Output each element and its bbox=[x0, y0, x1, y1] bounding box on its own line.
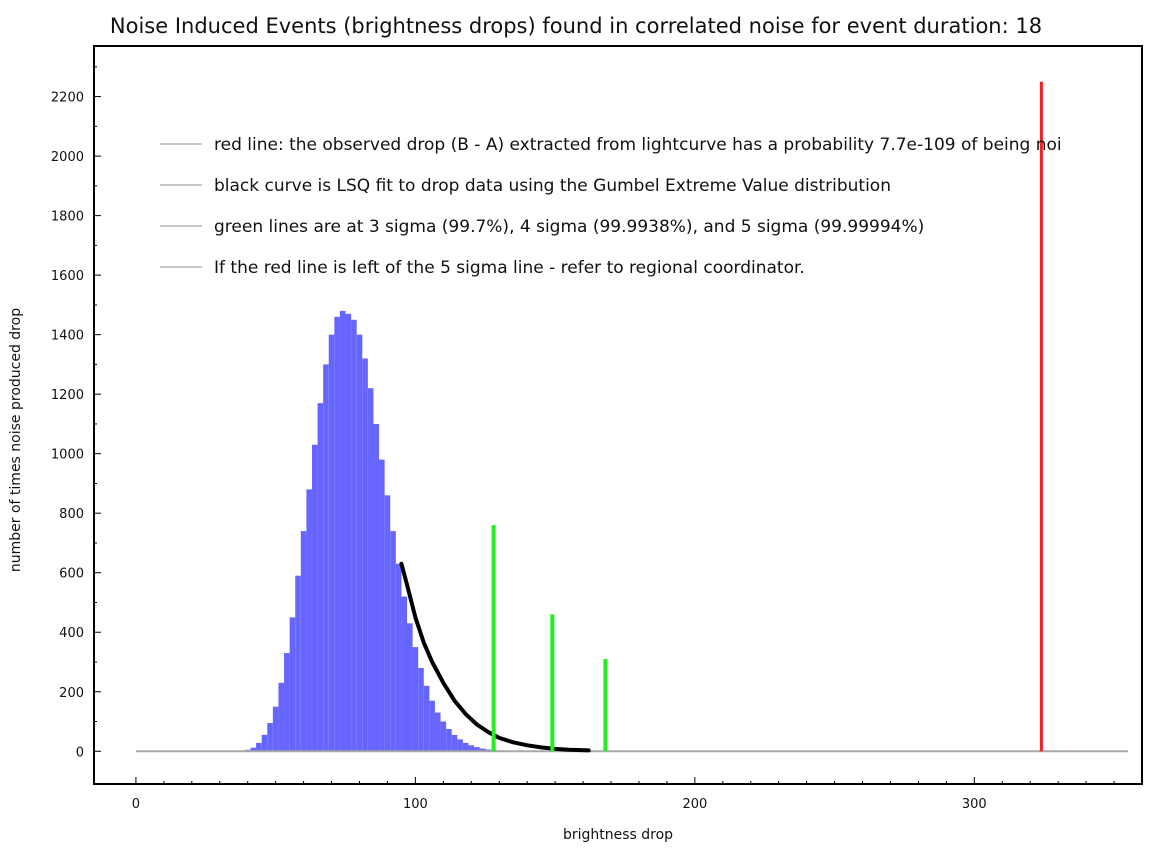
histogram-bar bbox=[457, 739, 463, 752]
y-tick-label: 600 bbox=[59, 567, 84, 582]
y-tick-label: 1800 bbox=[51, 210, 84, 225]
y-tick-label: 1400 bbox=[51, 329, 84, 344]
histogram-bar bbox=[317, 403, 324, 752]
histogram-bar bbox=[468, 745, 475, 752]
chart-title: Noise Induced Events (brightness drops) … bbox=[109, 14, 1043, 38]
histogram-bar bbox=[418, 667, 424, 752]
histogram-bar bbox=[261, 734, 268, 752]
histogram-bar bbox=[451, 734, 458, 752]
plot-frame bbox=[93, 45, 1143, 785]
legend-entry: black curve is LSQ fit to drop data usin… bbox=[214, 176, 891, 196]
x-axis-label: brightness drop bbox=[562, 827, 674, 843]
histogram-bar bbox=[250, 747, 257, 752]
histogram-bar bbox=[474, 747, 480, 752]
histogram-bar bbox=[284, 653, 290, 752]
histogram-bar bbox=[351, 319, 357, 752]
histogram-bar bbox=[339, 310, 346, 752]
histogram-bar bbox=[356, 334, 363, 752]
histogram-bar bbox=[328, 334, 335, 752]
x-tick-label: 100 bbox=[403, 797, 428, 812]
histogram-bar bbox=[256, 742, 262, 752]
histogram-bar bbox=[384, 495, 391, 752]
histogram-bar bbox=[390, 531, 396, 752]
y-tick-label: 0 bbox=[76, 745, 84, 760]
fit-curve-group bbox=[399, 561, 591, 753]
histogram-bar bbox=[479, 748, 486, 752]
histogram-bar bbox=[462, 742, 469, 752]
x-tick-label: 200 bbox=[682, 797, 707, 812]
marker-lines bbox=[491, 81, 1043, 752]
histogram-bar bbox=[446, 728, 452, 752]
legend-entry: If the red line is left of the 5 sigma l… bbox=[214, 258, 805, 278]
histogram-bar bbox=[295, 575, 301, 752]
fit-curve bbox=[399, 561, 591, 753]
histogram-bar bbox=[300, 531, 307, 752]
histogram-bar bbox=[278, 682, 285, 752]
x-tick-label: 300 bbox=[962, 797, 987, 812]
histogram-bar bbox=[429, 700, 435, 752]
histogram-bar bbox=[362, 358, 368, 752]
x-tick-label: 0 bbox=[132, 797, 140, 812]
histogram-bar bbox=[434, 712, 441, 752]
histogram-bar bbox=[311, 444, 318, 752]
legend-entry: green lines are at 3 sigma (99.7%), 4 si… bbox=[214, 217, 924, 237]
histogram-bars bbox=[239, 310, 516, 752]
y-tick-label: 200 bbox=[59, 686, 84, 701]
histogram-bar bbox=[395, 563, 402, 752]
histogram-bar bbox=[306, 489, 312, 752]
histogram-bar bbox=[373, 423, 380, 752]
y-tick-label: 400 bbox=[59, 626, 84, 641]
histogram-bar bbox=[334, 316, 340, 752]
y-axis-label: number of times noise produced drop bbox=[8, 307, 24, 573]
y-tick-label: 2200 bbox=[51, 91, 84, 106]
y-tick-label: 2000 bbox=[51, 150, 84, 165]
y-tick-label: 800 bbox=[59, 507, 84, 522]
histogram-bar bbox=[272, 706, 279, 752]
axis-ticks: 0 100 200 300 0 200 400 600 800 1000 1200 1400 1600 1… bbox=[51, 66, 1115, 812]
y-tick-label: 1600 bbox=[51, 269, 84, 284]
histogram-bar bbox=[289, 617, 296, 752]
histogram-bar bbox=[345, 313, 352, 752]
y-tick-label: 1000 bbox=[51, 448, 84, 463]
histogram-bar bbox=[440, 721, 447, 752]
legend-entry: red line: the observed drop (B - A) extr… bbox=[214, 135, 1062, 155]
histogram-bar bbox=[401, 596, 408, 752]
histogram-bar bbox=[423, 685, 430, 752]
legend: red line: the observed drop (B - A) extr… bbox=[160, 135, 1062, 278]
histogram-bar bbox=[367, 388, 374, 752]
histogram-bar bbox=[407, 623, 413, 752]
histogram-bar bbox=[412, 647, 419, 752]
histogram-bar bbox=[323, 364, 329, 752]
y-tick-label: 1200 bbox=[51, 388, 84, 403]
histogram-bar bbox=[379, 459, 385, 752]
histogram-bar bbox=[267, 722, 273, 752]
